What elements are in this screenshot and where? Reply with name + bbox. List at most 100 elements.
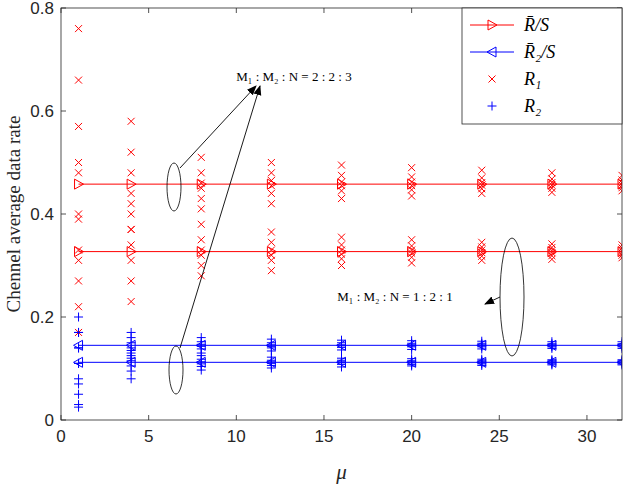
scatter-point (128, 118, 135, 125)
line-marker (547, 340, 556, 350)
scatter-point (198, 221, 205, 228)
x-tick-label: 15 (315, 427, 334, 446)
x-tick-label: 0 (56, 427, 65, 446)
line-marker (127, 179, 136, 189)
y-tick-label: 0.4 (30, 205, 54, 224)
line-marker (196, 357, 205, 367)
annotation-ellipse (169, 346, 183, 394)
scatter-point (268, 239, 275, 246)
x-tick-top (236, 8, 237, 13)
scatter-point (268, 257, 275, 264)
legend-label: R̄/S (523, 15, 549, 35)
line-marker (618, 179, 622, 189)
annotation-arrow (485, 297, 500, 304)
line-marker (126, 357, 135, 367)
x-tick-label: 25 (490, 427, 509, 446)
line-marker (267, 179, 276, 189)
series-line (79, 362, 622, 363)
line-marker (266, 340, 275, 350)
scatter-point (128, 277, 135, 284)
scatter-point (338, 172, 345, 179)
scatter-point (75, 77, 82, 84)
scatter-point (74, 374, 83, 383)
annotation-text: M₁ : M₂ : N = 2 : 2 : 3 (236, 69, 351, 84)
scatter-point (198, 154, 205, 161)
x-tick (411, 415, 412, 420)
scatter-point (128, 149, 135, 156)
scatter-point (478, 257, 485, 264)
legend-marker (489, 76, 496, 83)
chart: 05101520253000.20.40.60.8μChennel averag… (0, 0, 630, 492)
y-tick-right (617, 420, 622, 421)
y-tick-label: 0.2 (30, 308, 54, 327)
scatter-point (74, 313, 83, 322)
legend-label: R₂ (523, 96, 541, 116)
scatter-point (268, 200, 275, 207)
line-marker (548, 247, 557, 257)
scatter-point (128, 226, 135, 233)
scatter-point (75, 329, 82, 336)
scatter-point (128, 257, 135, 264)
scatter-point (338, 262, 345, 269)
scatter-point (127, 367, 136, 376)
scatter-point (408, 164, 415, 171)
scatter-point (548, 169, 555, 176)
line-marker (408, 247, 417, 257)
line-marker (478, 247, 487, 257)
line-marker (478, 179, 487, 189)
scatter-point (198, 262, 205, 269)
series-line (79, 251, 622, 252)
legend-line (470, 25, 514, 26)
annotation-ellipse (500, 238, 524, 356)
plot-data (74, 25, 622, 412)
background (0, 0, 630, 492)
x-tick (323, 415, 324, 420)
line-marker (75, 179, 84, 189)
scatter-point (127, 374, 136, 383)
line-marker (617, 357, 622, 367)
annotation-arrow (180, 86, 260, 348)
annotation-ellipse (167, 163, 181, 211)
x-tick-label: 20 (402, 427, 421, 446)
x-tick-top (148, 8, 149, 13)
line-marker (338, 179, 347, 189)
line-marker (338, 247, 347, 257)
scatter-point (75, 169, 82, 176)
scatter-point (548, 256, 555, 263)
x-tick (148, 415, 149, 420)
scatter-point (128, 226, 135, 233)
line-marker (266, 357, 275, 367)
scatter-point (75, 303, 82, 310)
line-marker (127, 247, 136, 257)
scatter-point (74, 403, 83, 412)
scatter-point (478, 167, 485, 174)
line-marker (337, 340, 346, 350)
plot-frame (61, 8, 622, 420)
line-marker (477, 357, 486, 367)
y-tick (61, 111, 66, 112)
y-tick-right (617, 317, 622, 318)
series-line (79, 345, 622, 346)
scatter-point (198, 236, 205, 243)
scatter-point (268, 169, 275, 176)
line-marker (197, 179, 206, 189)
legend-marker (488, 20, 497, 30)
scatter-point (338, 162, 345, 169)
scatter-point (338, 195, 345, 202)
x-tick (499, 415, 500, 420)
scatter-point (548, 240, 555, 247)
x-tick (236, 415, 237, 420)
scatter-point (128, 211, 135, 218)
scatter-point (338, 234, 345, 241)
annotation-arrow (180, 86, 256, 168)
scatter-point (75, 159, 82, 166)
scatter-point (198, 195, 205, 202)
legend-marker (487, 47, 496, 57)
scatter-point (74, 328, 83, 337)
line-marker (74, 357, 83, 367)
scatter-point (268, 159, 275, 166)
x-tick (61, 415, 62, 420)
scatter-point (408, 259, 415, 266)
line-marker (74, 340, 83, 350)
line-marker (408, 179, 417, 189)
